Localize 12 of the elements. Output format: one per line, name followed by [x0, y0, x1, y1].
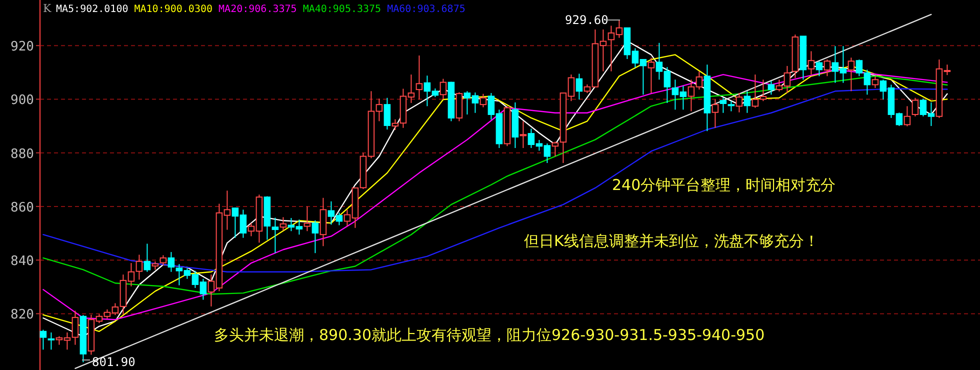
- annotation: 多头并未退潮，890.30就此上攻有待观望，阻力位926-930-931.5-935-940-950: [214, 326, 765, 344]
- annotation: 929.60: [565, 13, 608, 27]
- y-tick-label: 880: [10, 146, 34, 162]
- y-tick-label: 820: [10, 308, 34, 323]
- y-tick-label: 900: [10, 93, 34, 108]
- y-tick-label: 920: [10, 40, 34, 55]
- annotation: 240分钟平台整理，时间相对充分: [612, 176, 836, 194]
- annotation: 但日K线信息调整并未到位，洗盘不够充分！: [524, 232, 819, 250]
- annotation: 801.90: [92, 355, 136, 369]
- y-tick-label: 840: [10, 254, 34, 270]
- legend: K MA5:902.0100 MA10:900.0300 MA20:906.3375 MA40:905.3375 MA60:903.6875: [43, 2, 466, 15]
- y-tick-label: 860: [10, 200, 34, 216]
